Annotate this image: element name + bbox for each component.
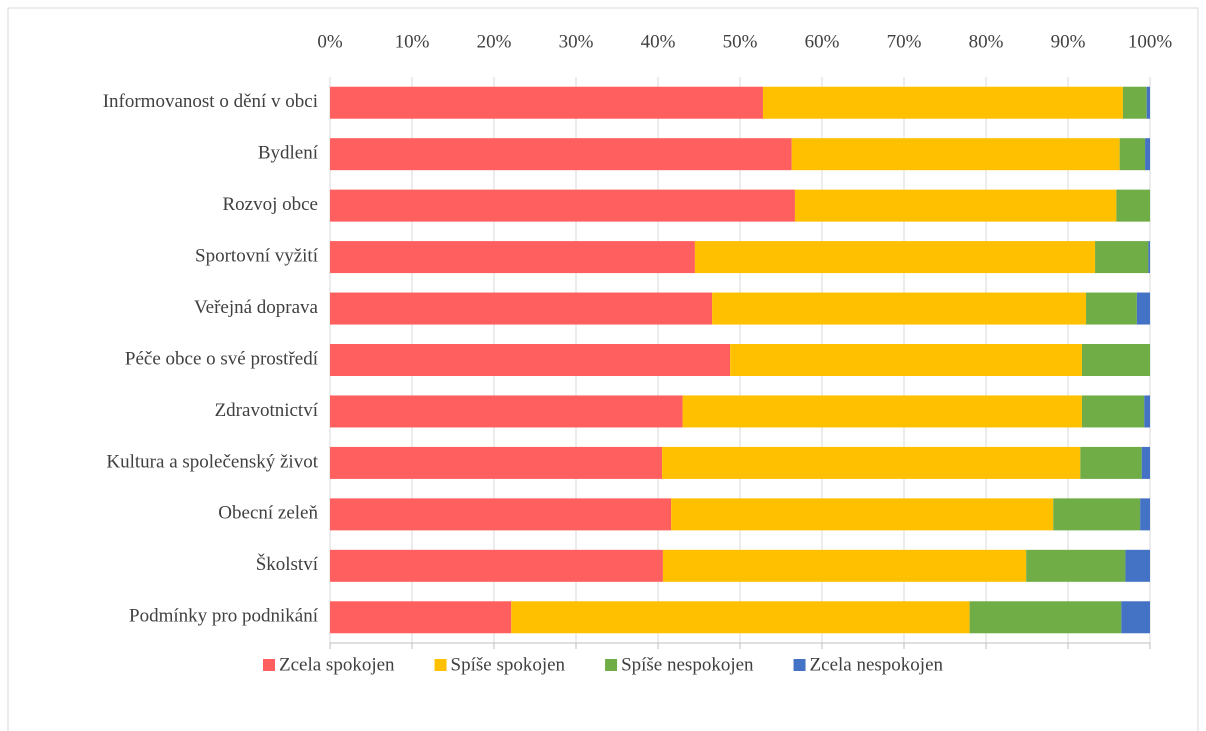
bar-segment: [969, 601, 1122, 634]
bar-segment: [1145, 138, 1150, 171]
x-tick-label: 50%: [723, 31, 758, 52]
bar-segment: [1140, 498, 1150, 531]
bar-segment: [330, 86, 763, 119]
bar-segment: [1125, 549, 1150, 582]
x-tick-label: 10%: [395, 31, 430, 52]
y-tick-label: Bydlení: [258, 143, 319, 164]
legend-label: Spíše spokojen: [451, 654, 566, 675]
bar-segment: [330, 189, 795, 222]
bar-segment: [730, 344, 1082, 376]
legend-swatch: [793, 659, 806, 671]
bar-segment: [682, 395, 1082, 428]
x-tick-label: 90%: [1051, 31, 1086, 52]
bar-segment: [1146, 86, 1150, 119]
bar-segment: [1144, 395, 1150, 428]
bar-segment: [1080, 446, 1142, 479]
y-tick-label: Zdravotnictví: [215, 400, 319, 421]
bar-segment: [1081, 344, 1150, 376]
y-tick-label: Podmínky pro podnikání: [129, 606, 319, 627]
bar-segment: [330, 549, 663, 582]
bar-segment: [1119, 138, 1146, 171]
x-tick-label: 70%: [887, 31, 922, 52]
x-tick-label: 0%: [317, 31, 343, 52]
y-tick-label: Obecní zeleň: [218, 503, 318, 524]
bar-segment: [1116, 189, 1150, 222]
bar-segment: [1053, 498, 1141, 531]
legend-swatch: [262, 659, 275, 671]
bar-segment: [794, 189, 1117, 222]
x-tick-label: 100%: [1128, 31, 1173, 52]
x-tick-label: 40%: [641, 31, 676, 52]
bar-segment: [662, 549, 1027, 582]
bar-segment: [330, 446, 663, 479]
y-tick-label: Veřejná doprava: [194, 297, 319, 318]
bar-segment: [712, 292, 1087, 325]
y-tick-label: Péče obce o své prostředí: [125, 348, 319, 369]
bar-segment: [1081, 395, 1145, 428]
bar-segment: [330, 138, 792, 171]
bar-segment: [330, 498, 672, 531]
bar-segment: [1026, 549, 1126, 582]
y-tick-label: Kultura a společenský život: [106, 451, 318, 472]
bar-segment: [511, 601, 970, 634]
bar-segment: [330, 241, 695, 274]
bar-segment: [1121, 601, 1150, 634]
bar-segment: [662, 446, 1081, 479]
y-tick-label: Sportovní vyžití: [195, 245, 319, 266]
bar-segment: [330, 292, 713, 325]
bar-segment: [694, 241, 1096, 274]
bar-segment: [1141, 446, 1150, 479]
bar-segment: [791, 138, 1120, 171]
y-tick-label: Školství: [256, 553, 319, 575]
x-tick-label: 20%: [477, 31, 512, 52]
y-tick-label: Informovanost o dění v obci: [103, 91, 318, 112]
bar-segment: [1095, 241, 1149, 274]
bar-segment: [330, 344, 731, 376]
bar-segment: [671, 498, 1054, 531]
bar-segment: [1148, 241, 1150, 274]
bar-segment: [1086, 292, 1137, 325]
legend-label: Zcela spokojen: [279, 654, 395, 675]
legend-swatch: [605, 659, 618, 671]
y-tick-label: Rozvoj obce: [222, 194, 318, 215]
legend-label: Zcela nespokojen: [810, 654, 944, 675]
bar-segment: [1136, 292, 1150, 325]
bar-segment: [330, 601, 512, 634]
legend-swatch: [434, 659, 447, 671]
x-tick-label: 30%: [559, 31, 594, 52]
x-tick-label: 60%: [805, 31, 840, 52]
legend-label: Spíše nespokojen: [621, 654, 754, 675]
bar-segment: [762, 86, 1123, 119]
bar-segment: [330, 395, 683, 428]
bar-segment: [1122, 86, 1147, 119]
x-tick-label: 80%: [969, 31, 1004, 52]
